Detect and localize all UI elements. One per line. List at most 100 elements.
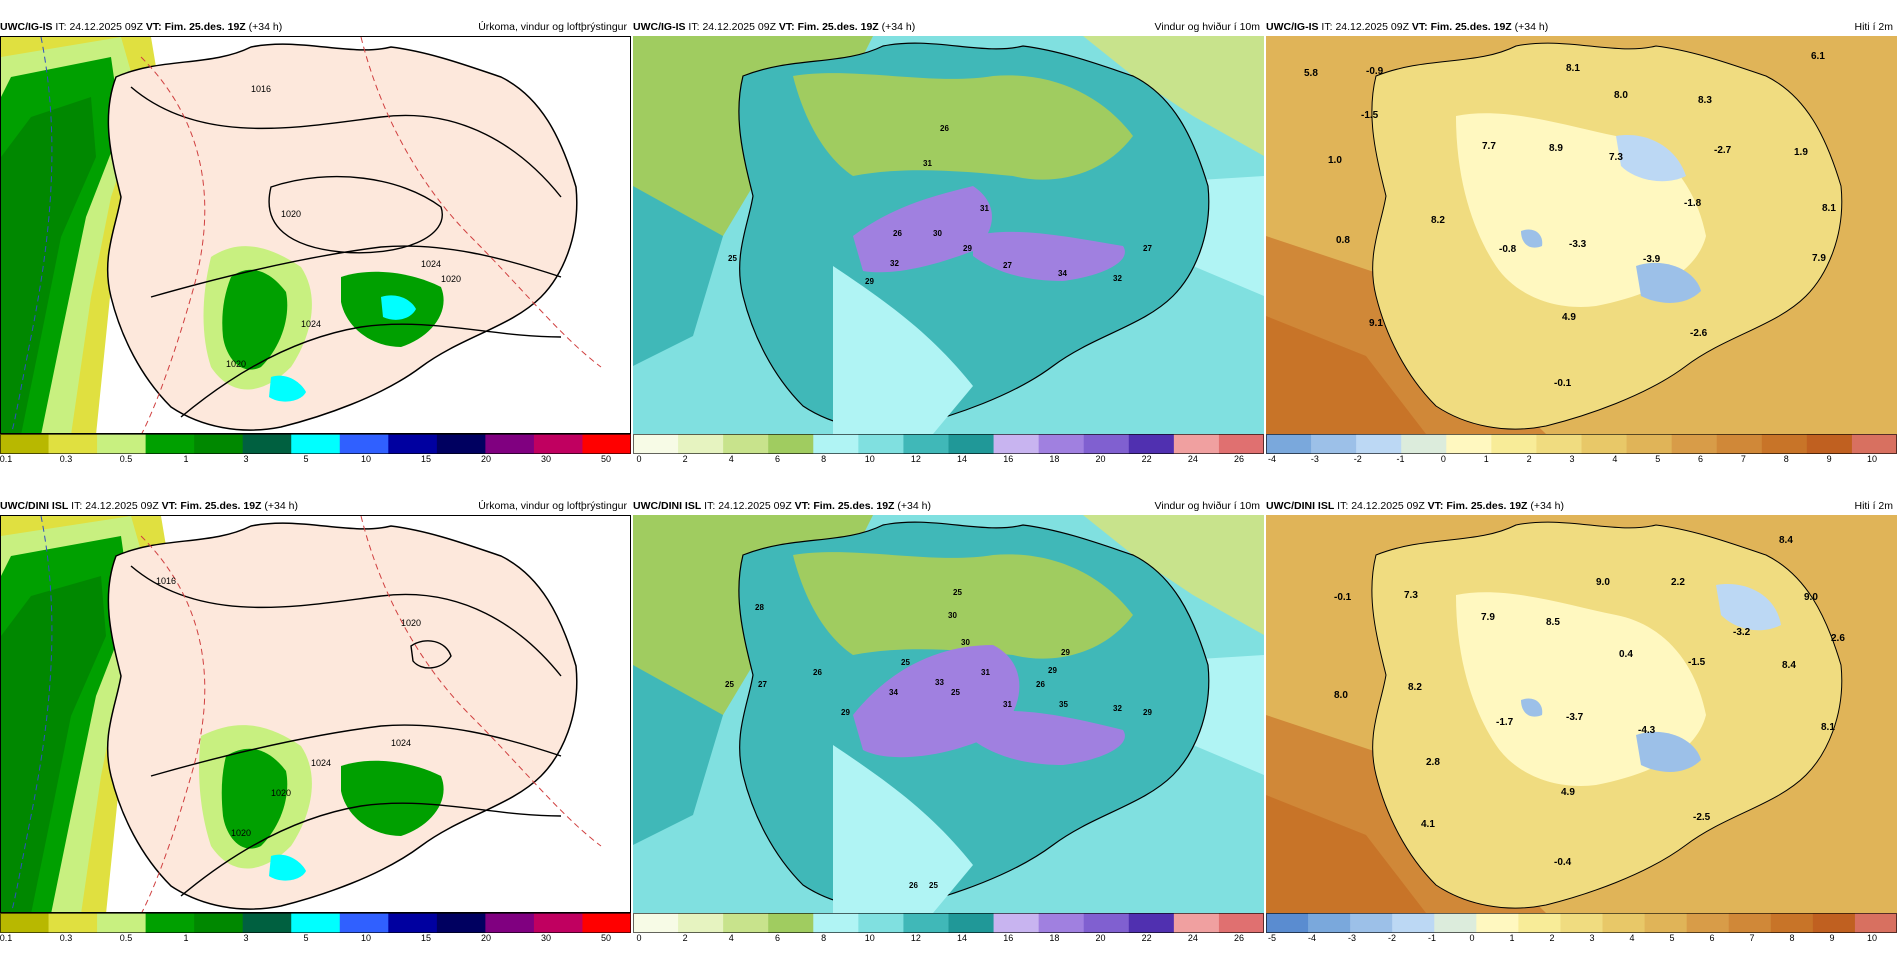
colorbar-swatch (242, 434, 292, 454)
colorbar-swatch (768, 434, 814, 454)
colorbar-tick-label: 9 (1826, 454, 1832, 464)
colorbar-tick-label: 4 (728, 933, 734, 943)
wind-map: 26 31 31 26 30 29 25 32 29 27 34 32 27 (633, 36, 1264, 434)
temp-colorbar-ticks: -5 -4 -3 -2 -1 0 1 2 3 4 5 6 7 8 9 10 (1266, 933, 1897, 947)
colorbar-tick-label: 22 (1141, 454, 1152, 464)
colorbar-swatch (436, 434, 486, 454)
isobar-label: 1016 (251, 84, 271, 94)
temp-label: -3.7 (1566, 712, 1584, 723)
valid-time-label: VT: (794, 500, 811, 512)
init-time-label: IT: (71, 500, 83, 512)
colorbar-swatch (1560, 913, 1604, 933)
colorbar-tick-label: 1 (1483, 454, 1489, 464)
colorbar-tick-label: 6 (774, 933, 780, 943)
colorbar-swatch (533, 913, 583, 933)
temp-label: 4.9 (1562, 312, 1576, 323)
gust-label: 32 (1113, 274, 1122, 283)
temp-colorbar (1266, 434, 1898, 454)
colorbar-tick-label: 6 (1698, 454, 1704, 464)
temp-label: 2.8 (1426, 757, 1440, 768)
colorbar-tick-label: 4 (728, 454, 734, 464)
panel-title: Vindur og hviður í 10m (1154, 21, 1260, 33)
colorbar-tick-label: 2 (1526, 454, 1532, 464)
colorbar-swatch (1491, 434, 1537, 454)
colorbar-swatch (1392, 913, 1435, 933)
gust-label: 32 (890, 259, 899, 268)
colorbar-swatch (1644, 913, 1688, 933)
colorbar-tick-label: 2 (1549, 933, 1555, 943)
temp-label: 9.0 (1804, 592, 1818, 603)
colorbar-tick-label: 26 (1233, 933, 1245, 943)
valid-time: Fim. 25.des. 19Z (1446, 500, 1528, 512)
colorbar-tick-label: 0.5 (119, 454, 133, 464)
valid-time-label: VT: (161, 500, 178, 512)
colorbar-swatch (339, 913, 389, 933)
isobar-label: 1020 (271, 788, 291, 798)
colorbar-swatch (948, 434, 995, 454)
init-time-label: IT: (704, 500, 716, 512)
colorbar-tick-label: 15 (420, 454, 432, 464)
temp-label: -1.7 (1496, 717, 1514, 728)
gust-label: 25 (901, 658, 910, 667)
temp-label: -4.3 (1638, 725, 1656, 736)
isobar-label: 1024 (301, 319, 321, 329)
colorbar-swatch (858, 434, 904, 454)
colorbar-tick-label: 50 (600, 454, 612, 464)
colorbar-tick-label: 12 (910, 933, 921, 943)
isobar-label: 1024 (391, 738, 411, 748)
panel-title: Vindur og hviður í 10m (1154, 500, 1260, 512)
temp-label: -0.1 (1334, 592, 1352, 603)
colorbar-swatch (1806, 434, 1853, 454)
temp-label: 6.1 (1811, 51, 1825, 62)
gust-label: 31 (981, 668, 990, 677)
colorbar-tick-label: 6 (1709, 933, 1715, 943)
gust-label: 30 (961, 638, 970, 647)
panel-temp-dini-isl: UWC/DINI ISL IT: 24.12.2025 09Z VT: Fim.… (1266, 497, 1898, 957)
colorbar-swatch (1812, 913, 1856, 933)
colorbar-swatch (768, 913, 814, 933)
gust-label: 29 (1048, 666, 1057, 675)
colorbar-tick-label: 2 (682, 454, 688, 464)
gust-label: 31 (980, 204, 989, 213)
temp-label: -3.9 (1643, 254, 1661, 265)
temp-label: 8.0 (1334, 690, 1348, 701)
lead-time: (+34 h) (1514, 21, 1549, 33)
temp-label: 7.3 (1404, 590, 1418, 601)
colorbar-tick-label: 10 (360, 933, 372, 943)
colorbar-tick-label: -4 (1307, 933, 1317, 943)
isobar-label: 1024 (311, 758, 331, 768)
colorbar-swatch (1038, 434, 1085, 454)
colorbar-tick-label: 0 (1440, 454, 1446, 464)
model-name: UWC/IG-IS (633, 21, 686, 33)
colorbar-tick-label: 5 (303, 454, 309, 464)
model-name: UWC/DINI ISL (1266, 500, 1335, 512)
gust-label: 26 (813, 668, 822, 677)
colorbar-swatch (903, 913, 949, 933)
gust-label: 26 (940, 124, 949, 133)
temp-label: 7.7 (1482, 141, 1496, 152)
init-time-label: IT: (1321, 21, 1333, 33)
temp-label: 8.2 (1408, 682, 1422, 693)
colorbar-swatch (1671, 434, 1718, 454)
colorbar-swatch (1518, 913, 1561, 933)
panel-wind-dini-isl: UWC/DINI ISL IT: 24.12.2025 09Z VT: Fim.… (633, 497, 1265, 957)
panel-wind-ig-is: UWC/IG-IS IT: 24.12.2025 09Z VT: Fim. 25… (633, 18, 1265, 478)
colorbar-swatch (242, 913, 292, 933)
colorbar-swatch (1173, 913, 1220, 933)
colorbar-swatch (1266, 434, 1312, 454)
precip-colorbar (0, 913, 632, 933)
colorbar-swatch (97, 434, 147, 454)
colorbar-swatch (1602, 913, 1646, 933)
colorbar-swatch (1266, 913, 1309, 933)
colorbar-swatch (436, 913, 486, 933)
wind-colorbar (633, 434, 1265, 454)
temp-label: -3.3 (1569, 239, 1587, 250)
colorbar-tick-label: 22 (1141, 933, 1152, 943)
colorbar-tick-label: 18 (1049, 454, 1060, 464)
colorbar-swatch (723, 434, 769, 454)
gust-label: 25 (951, 688, 960, 697)
gust-label: 30 (948, 611, 957, 620)
colorbar-tick-label: 14 (957, 933, 968, 943)
gust-label: 31 (923, 159, 932, 168)
colorbar-swatch (291, 913, 341, 933)
